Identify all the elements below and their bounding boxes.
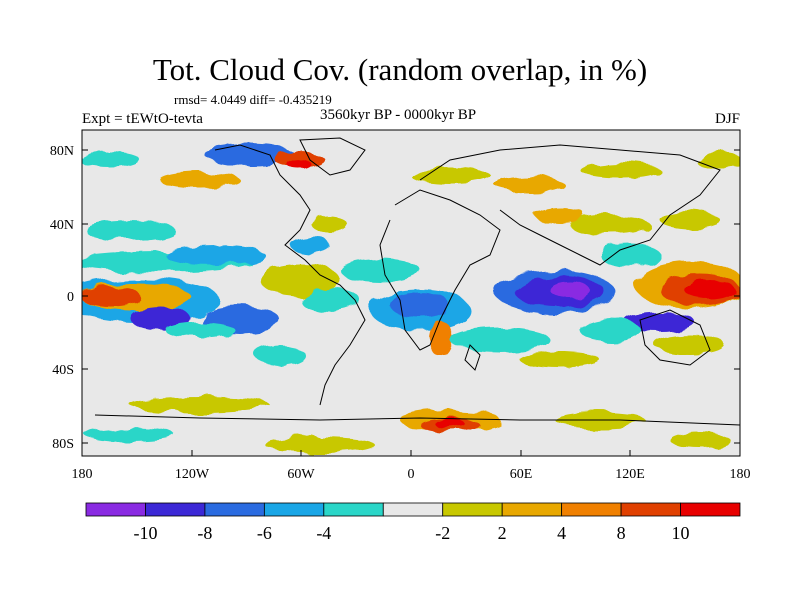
lat-tick-label: 0 <box>67 290 74 305</box>
colorbar-swatch <box>680 502 741 517</box>
lon-tick-label: 0 <box>408 467 415 482</box>
colorbar-swatch <box>145 502 206 517</box>
lon-tick-label: 60W <box>287 467 315 482</box>
colorbar-swatch <box>263 502 325 517</box>
colorbar-swatch <box>204 502 265 517</box>
period-label: 3560kyr BP - 0000kyr BP <box>320 107 477 123</box>
lon-tick-label: 180 <box>730 467 751 482</box>
colorbar-swatch <box>442 502 503 517</box>
colorbar-swatch <box>382 502 444 517</box>
lon-tick-label: 60E <box>510 467 533 482</box>
season-label: DJF <box>714 111 740 127</box>
lat-tick-label: 40N <box>50 218 74 233</box>
colorbar-swatch <box>323 502 384 517</box>
lon-tick-label: 120W <box>175 467 210 482</box>
lat-tick-label: 80S <box>52 437 74 452</box>
colorbar-label: -8 <box>197 523 212 543</box>
lon-axis: 180 120W 60W 0 60E 120E 180 <box>72 450 751 482</box>
colorbar-swatch <box>85 502 146 517</box>
colorbar-label: 4 <box>557 523 566 543</box>
colorbar <box>85 502 741 517</box>
colorbar-swatch <box>561 502 622 517</box>
lat-tick-label: 80N <box>50 144 74 159</box>
lon-tick-label: 180 <box>72 467 93 482</box>
colorbar-label: -4 <box>316 523 331 543</box>
colorbar-label: 2 <box>498 523 507 543</box>
lon-tick-label: 120E <box>615 467 645 482</box>
map-title: Tot. Cloud Cov. (random overlap, in %) <box>152 52 648 87</box>
colorbar-label: 10 <box>672 523 690 543</box>
colorbar-swatch <box>501 502 563 517</box>
experiment-label: Expt = tEWtO-tevta <box>82 111 203 127</box>
coastlines <box>94 137 740 426</box>
colorbar-label: -6 <box>257 523 272 543</box>
colorbar-labels: -10 -8 -6 -4 -2 2 4 8 10 <box>133 523 689 543</box>
lat-tick-label: 40S <box>52 363 74 378</box>
colorbar-label: -2 <box>435 523 450 543</box>
colorbar-label: 8 <box>617 523 626 543</box>
stats-label: rmsd= 4.0449 diff= -0.435219 <box>174 92 332 107</box>
colorbar-swatch <box>620 502 681 517</box>
colorbar-label: -10 <box>133 523 157 543</box>
anomaly-field <box>82 130 740 456</box>
lat-axis: 80N 40N 0 40S 80S <box>50 144 740 452</box>
